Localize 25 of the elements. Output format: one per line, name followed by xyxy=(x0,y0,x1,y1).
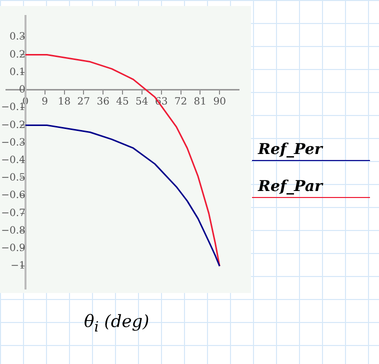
y-tick-label: 0.2 xyxy=(10,49,26,60)
y-tick-label: 0.3 xyxy=(10,32,26,43)
y-tick-label: −0.4 xyxy=(1,155,26,166)
text: Ref_Par xyxy=(252,177,370,198)
x-tick-label: 54 xyxy=(136,96,148,108)
y-tick-label: −0.3 xyxy=(1,137,26,148)
y-tick-label: −1 xyxy=(10,260,26,272)
y-tick-label: −0.9 xyxy=(1,243,26,254)
x-axis-title: θ$_{i}$ (deg) xyxy=(84,312,150,336)
y-tick-label: −0.6 xyxy=(1,190,26,202)
y-tick-label: 0.1 xyxy=(10,66,26,78)
x-tick-label: 9 xyxy=(42,96,48,108)
x-tick-label: 36 xyxy=(96,96,110,108)
y-tick-label: −0.7 xyxy=(1,208,26,219)
x-tick-label: 45 xyxy=(116,96,129,108)
x-tick-label: 90 xyxy=(213,96,226,108)
y-tick-label: −0.2 xyxy=(1,120,26,131)
x-tick-label: 72 xyxy=(174,96,188,108)
text: Ref_Per xyxy=(252,140,370,161)
x-tick-label: 18 xyxy=(58,96,71,108)
y-tick-label: −0.8 xyxy=(1,225,26,236)
y-tick-label: −0.1 xyxy=(1,102,26,114)
x-tick-label: 27 xyxy=(77,96,90,108)
y-tick-label: −0.5 xyxy=(1,172,26,184)
x-tick-label: 81 xyxy=(194,96,207,108)
